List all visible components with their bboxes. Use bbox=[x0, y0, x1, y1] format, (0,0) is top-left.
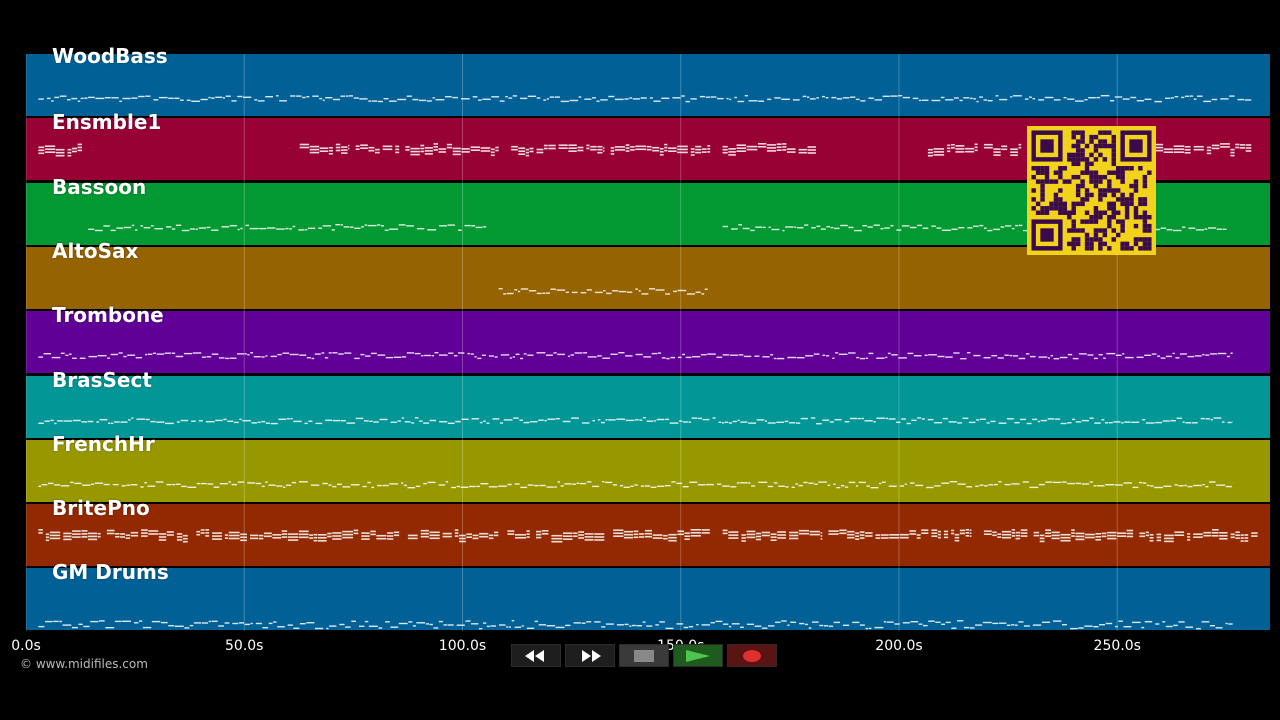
note-lane bbox=[38, 529, 1258, 543]
track-label: Bassoon bbox=[52, 174, 147, 199]
tick-label: 200.0s bbox=[875, 638, 923, 654]
fast-forward-button[interactable] bbox=[565, 644, 615, 667]
track-label: AltoSax bbox=[52, 238, 139, 263]
track-label: BritePno bbox=[52, 496, 150, 521]
track-frenchhr: FrenchHr bbox=[26, 432, 1270, 502]
stop-button[interactable] bbox=[619, 644, 669, 667]
tick-label: 250.0s bbox=[1093, 638, 1141, 654]
track-label: GM Drums bbox=[52, 560, 169, 585]
note-lane bbox=[498, 287, 708, 295]
track-label: Ensmble1 bbox=[52, 110, 162, 135]
stop-icon bbox=[634, 649, 654, 662]
track-altosax: AltoSax bbox=[26, 239, 1270, 309]
play-icon bbox=[686, 649, 710, 662]
track-label: WoodBass bbox=[52, 44, 168, 68]
tick-label: 0.0s bbox=[11, 638, 41, 654]
note-lane bbox=[38, 95, 1252, 103]
note-lane bbox=[38, 416, 1233, 424]
transport-controls bbox=[511, 644, 777, 667]
track-trombone: Trombone bbox=[26, 303, 1270, 374]
track-woodbass: WoodBass bbox=[26, 44, 1270, 116]
piano-roll: WoodBass Ensmble1 Bassoon AltoSax Trombone Br… bbox=[26, 44, 1270, 631]
rewind-button[interactable] bbox=[511, 644, 561, 667]
fast-forward-icon bbox=[582, 649, 601, 662]
track-brassect: BrasSect bbox=[26, 368, 1270, 438]
note-lane bbox=[38, 352, 1233, 360]
tick-label: 100.0s bbox=[438, 638, 487, 654]
track-label: Trombone bbox=[52, 303, 164, 328]
track-gm-drums: GM Drums bbox=[26, 560, 1270, 631]
record-icon bbox=[743, 649, 761, 662]
track-label: BrasSect bbox=[52, 367, 152, 392]
qr-code[interactable] bbox=[1027, 126, 1156, 255]
copyright-text: © www.midifiles.com bbox=[20, 657, 148, 671]
note-lane bbox=[38, 620, 1233, 630]
play-button[interactable] bbox=[673, 644, 723, 667]
rewind-icon bbox=[525, 649, 544, 662]
track-britepno: BritePno bbox=[26, 496, 1270, 567]
record-button[interactable] bbox=[727, 644, 777, 667]
note-lane bbox=[38, 480, 1233, 489]
tick-label: 50.0s bbox=[225, 638, 264, 654]
track-label: FrenchHr bbox=[52, 431, 155, 456]
